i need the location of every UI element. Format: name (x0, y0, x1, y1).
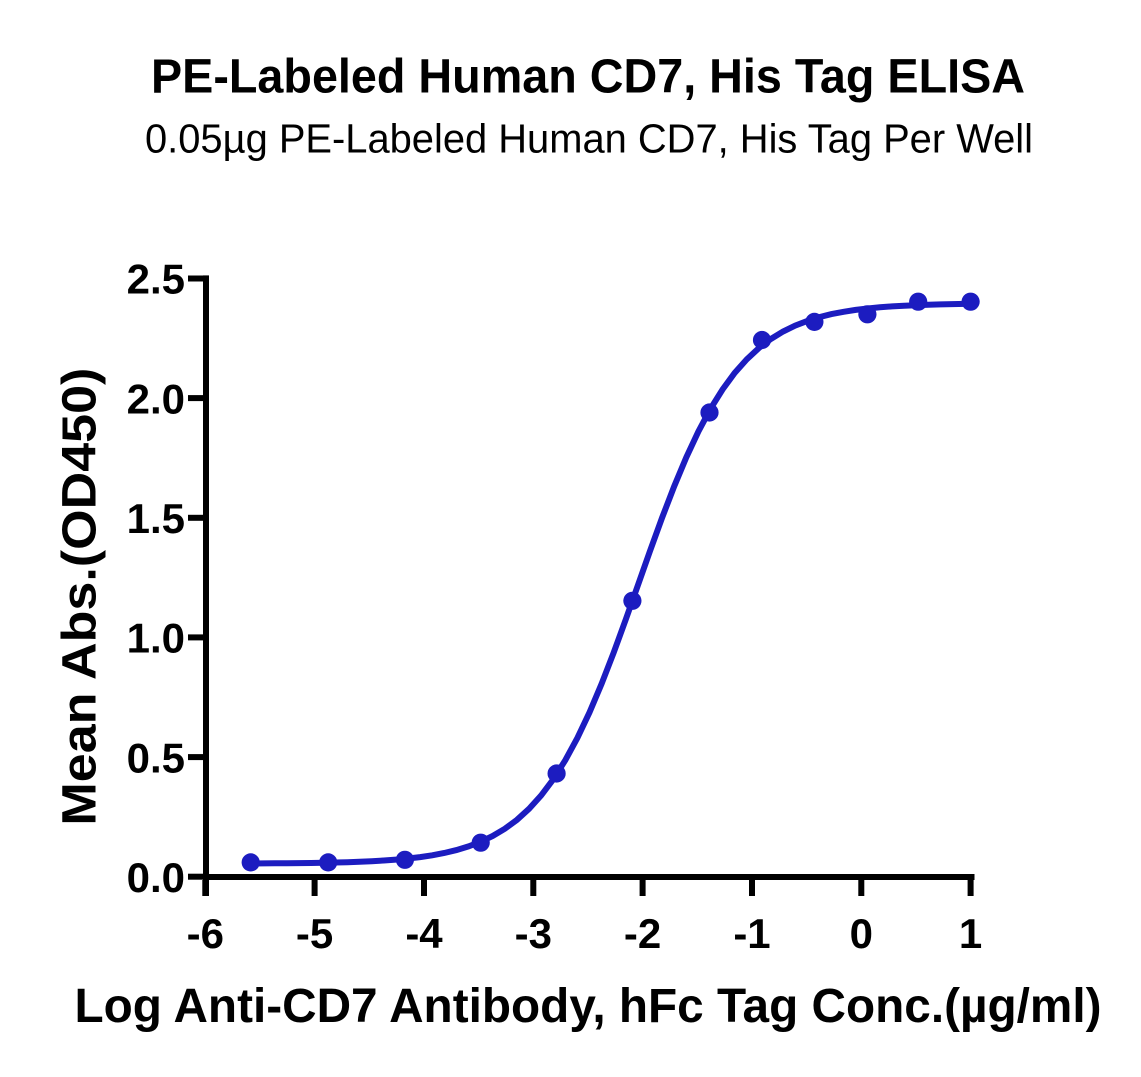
svg-text:1: 1 (959, 910, 982, 957)
svg-text:2.0: 2.0 (127, 375, 185, 422)
svg-text:Mean Abs.(OD450): Mean Abs.(OD450) (54, 368, 107, 826)
svg-text:1.5: 1.5 (127, 495, 185, 542)
svg-text:Log Anti-CD7 Antibody, hFc Tag: Log Anti-CD7 Antibody, hFc Tag Conc.(µg/… (75, 980, 1102, 1033)
svg-text:-6: -6 (187, 910, 224, 957)
svg-text:PE-Labeled Human CD7, His Tag: PE-Labeled Human CD7, His Tag ELISA (151, 51, 1025, 104)
svg-text:0.05µg PE-Labeled Human CD7, H: 0.05µg PE-Labeled Human CD7, His Tag Per… (145, 116, 1033, 162)
svg-text:-5: -5 (296, 910, 333, 957)
svg-text:0: 0 (850, 910, 873, 957)
svg-text:0.0: 0.0 (127, 854, 185, 901)
svg-text:2.5: 2.5 (127, 256, 185, 303)
svg-text:-4: -4 (405, 910, 443, 957)
svg-text:-1: -1 (733, 910, 770, 957)
svg-text:-2: -2 (624, 910, 661, 957)
svg-text:0.5: 0.5 (127, 734, 185, 781)
svg-text:-3: -3 (515, 910, 552, 957)
svg-text:1.0: 1.0 (127, 615, 185, 662)
